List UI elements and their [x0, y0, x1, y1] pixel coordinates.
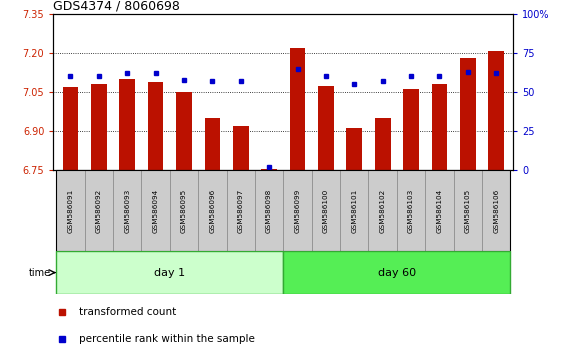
- Text: GSM586104: GSM586104: [436, 188, 443, 233]
- Bar: [482, 170, 511, 251]
- Bar: [318, 86, 334, 170]
- Bar: [62, 87, 78, 170]
- Bar: [85, 170, 113, 251]
- Text: GSM586091: GSM586091: [67, 188, 73, 233]
- Bar: [148, 82, 163, 170]
- Text: GSM586093: GSM586093: [124, 188, 130, 233]
- Bar: [347, 129, 362, 170]
- Bar: [312, 170, 340, 251]
- Bar: [56, 170, 85, 251]
- Bar: [460, 58, 476, 170]
- Bar: [119, 79, 135, 170]
- Text: day 1: day 1: [154, 268, 185, 278]
- Bar: [431, 84, 447, 170]
- Bar: [56, 251, 283, 294]
- Text: GSM586103: GSM586103: [408, 188, 414, 233]
- Text: GSM586105: GSM586105: [465, 188, 471, 233]
- Text: GSM586099: GSM586099: [295, 188, 301, 233]
- Bar: [397, 170, 425, 251]
- Text: day 60: day 60: [378, 268, 416, 278]
- Bar: [91, 84, 107, 170]
- Bar: [375, 118, 390, 170]
- Bar: [283, 170, 312, 251]
- Bar: [176, 92, 192, 170]
- Bar: [255, 170, 283, 251]
- Text: GSM586098: GSM586098: [266, 188, 272, 233]
- Bar: [141, 170, 170, 251]
- Text: GSM586101: GSM586101: [351, 188, 357, 233]
- Bar: [340, 170, 369, 251]
- Text: transformed count: transformed count: [79, 307, 176, 317]
- Bar: [289, 48, 305, 170]
- Bar: [170, 170, 198, 251]
- Bar: [283, 251, 511, 294]
- Bar: [205, 118, 220, 170]
- Bar: [198, 170, 227, 251]
- Text: GSM586092: GSM586092: [96, 188, 102, 233]
- Bar: [227, 170, 255, 251]
- Bar: [369, 170, 397, 251]
- Text: time: time: [29, 268, 50, 278]
- Text: GSM586097: GSM586097: [238, 188, 243, 233]
- Text: GSM586100: GSM586100: [323, 188, 329, 233]
- Text: GSM586096: GSM586096: [209, 188, 215, 233]
- Bar: [233, 126, 249, 170]
- Text: GSM586094: GSM586094: [153, 188, 159, 233]
- Bar: [113, 170, 141, 251]
- Bar: [425, 170, 454, 251]
- Text: percentile rank within the sample: percentile rank within the sample: [79, 334, 255, 344]
- Text: GSM586102: GSM586102: [380, 188, 386, 233]
- Bar: [454, 170, 482, 251]
- Text: GDS4374 / 8060698: GDS4374 / 8060698: [53, 0, 180, 13]
- Text: GSM586095: GSM586095: [181, 188, 187, 233]
- Bar: [489, 51, 504, 170]
- Bar: [261, 169, 277, 170]
- Text: GSM586106: GSM586106: [493, 188, 499, 233]
- Bar: [403, 90, 419, 170]
